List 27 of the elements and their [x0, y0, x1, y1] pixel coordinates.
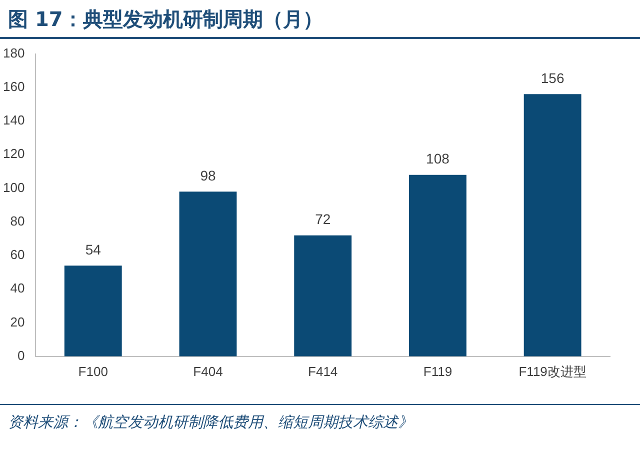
- data-label: 72: [315, 211, 331, 228]
- data-label: 108: [426, 150, 450, 167]
- x-tick-label: F414: [308, 364, 338, 379]
- x-tick-label: F119: [423, 364, 452, 379]
- bar: [64, 266, 122, 356]
- y-tick-label: 40: [10, 280, 25, 296]
- data-label: 54: [85, 241, 102, 258]
- text: 资料来源：《航空发动机研制降低费用、缩短周期技术综述》: [0, 404, 640, 432]
- bar: [179, 192, 237, 356]
- y-tick-label: 80: [10, 213, 25, 228]
- y-tick-label: 180: [2, 45, 25, 60]
- y-tick-label: 120: [2, 146, 25, 162]
- y-tick-label: 100: [2, 180, 25, 195]
- bar: [408, 174, 466, 356]
- y-tick-label: 60: [10, 247, 25, 262]
- y-tick-label: 140: [2, 112, 25, 128]
- chart-title: 图 17：典型发动机研制周期（月）: [0, 0, 640, 39]
- x-tick-label: F119改进型: [518, 364, 586, 379]
- x-tick-label: F100: [78, 364, 108, 379]
- bar: [294, 235, 352, 356]
- data-label: 156: [540, 70, 564, 86]
- y-tick-label: 160: [2, 79, 25, 94]
- data-label: 98: [200, 168, 216, 184]
- y-tick-label: 20: [10, 314, 25, 330]
- bar: [524, 94, 582, 356]
- y-tick-label: 0: [17, 348, 25, 363]
- x-tick-label: F404: [193, 364, 223, 379]
